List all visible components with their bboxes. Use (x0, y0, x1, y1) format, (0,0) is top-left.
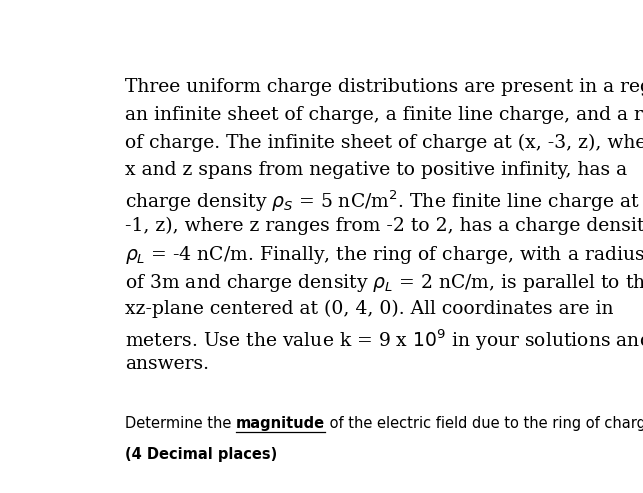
Text: x and z spans from negative to positive infinity, has a: x and z spans from negative to positive … (125, 161, 628, 179)
Text: -1, z), where z ranges from -2 to 2, has a charge density: -1, z), where z ranges from -2 to 2, has… (125, 217, 643, 235)
Text: (4 Decimal places): (4 Decimal places) (125, 447, 278, 462)
Text: of the electric field due to the ring of charge only at (0, 2, 0).: of the electric field due to the ring of… (325, 416, 643, 431)
Text: Three uniform charge distributions are present in a region:: Three uniform charge distributions are p… (125, 78, 643, 96)
Text: an infinite sheet of charge, a finite line charge, and a ring: an infinite sheet of charge, a finite li… (125, 106, 643, 124)
Text: charge density $\rho_S$ = 5 nC/m$^2$. The finite line charge at (0,: charge density $\rho_S$ = 5 nC/m$^2$. Th… (125, 189, 643, 214)
Text: magnitude: magnitude (236, 416, 325, 431)
Text: meters. Use the value k = 9 x $10^9$ in your solutions and: meters. Use the value k = 9 x $10^9$ in … (125, 327, 643, 353)
Text: $\rho_L$ = -4 nC/m. Finally, the ring of charge, with a radius: $\rho_L$ = -4 nC/m. Finally, the ring of… (125, 245, 643, 266)
Text: xz-plane centered at (0, 4, 0). All coordinates are in: xz-plane centered at (0, 4, 0). All coor… (125, 300, 613, 318)
Text: of charge. The infinite sheet of charge at (x, -3, z), where: of charge. The infinite sheet of charge … (125, 134, 643, 152)
Text: answers.: answers. (125, 355, 209, 373)
Text: Determine the: Determine the (125, 416, 236, 431)
Text: of 3m and charge density $\rho_L$ = 2 nC/m, is parallel to the: of 3m and charge density $\rho_L$ = 2 nC… (125, 272, 643, 294)
